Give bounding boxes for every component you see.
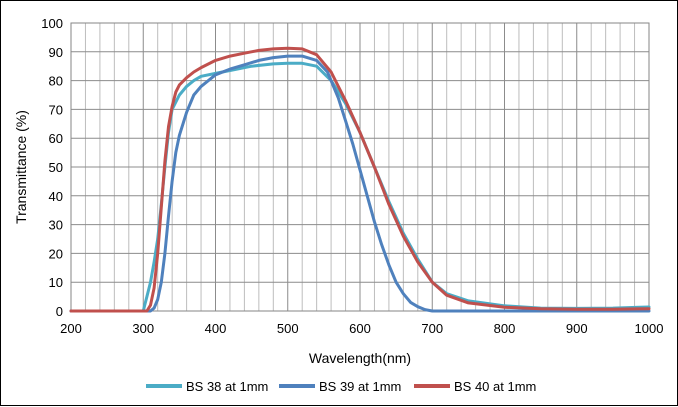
y-tick-label: 20 <box>49 246 63 261</box>
y-tick-label: 40 <box>49 189 63 204</box>
x-tick-label: 800 <box>494 321 516 336</box>
y-tick-label: 60 <box>49 131 63 146</box>
y-tick-label: 50 <box>49 160 63 175</box>
x-tick-label: 1000 <box>635 321 664 336</box>
y-tick-labels: 0 10 20 30 40 50 60 70 80 90 100 <box>41 16 63 319</box>
legend-label-1: BS 38 at 1mm <box>186 379 268 394</box>
legend-label-3: BS 40 at 1mm <box>454 379 536 394</box>
x-tick-labels: 200 300 400 500 600 700 800 900 1000 <box>60 321 663 336</box>
series-lines <box>69 46 651 313</box>
y-tick-label: 80 <box>49 74 63 89</box>
y-tick-label: 100 <box>41 16 63 31</box>
x-tick-label: 900 <box>566 321 588 336</box>
y-tick-label: 70 <box>49 102 63 117</box>
x-tick-label: 400 <box>205 321 227 336</box>
x-tick-label: 300 <box>132 321 154 336</box>
y-tick-label: 90 <box>49 45 63 60</box>
x-tick-label: 600 <box>349 321 371 336</box>
legend: BS 38 at 1mm BS 39 at 1mm BS 40 at 1mm <box>146 379 536 394</box>
series-line-3 <box>69 46 651 313</box>
x-tick-label: 700 <box>421 321 443 336</box>
x-axis-label: Wavelength(nm) <box>309 350 411 366</box>
plot-area-border <box>70 22 650 312</box>
legend-label-2: BS 39 at 1mm <box>319 379 401 394</box>
x-tick-label: 500 <box>277 321 299 336</box>
y-tick-label: 0 <box>56 304 63 319</box>
y-tick-label: 10 <box>49 275 63 290</box>
series-line-2 <box>69 54 651 313</box>
y-tick-label: 30 <box>49 218 63 233</box>
y-axis-label: Transmittance (%) <box>13 110 29 224</box>
x-tick-label: 200 <box>60 321 82 336</box>
